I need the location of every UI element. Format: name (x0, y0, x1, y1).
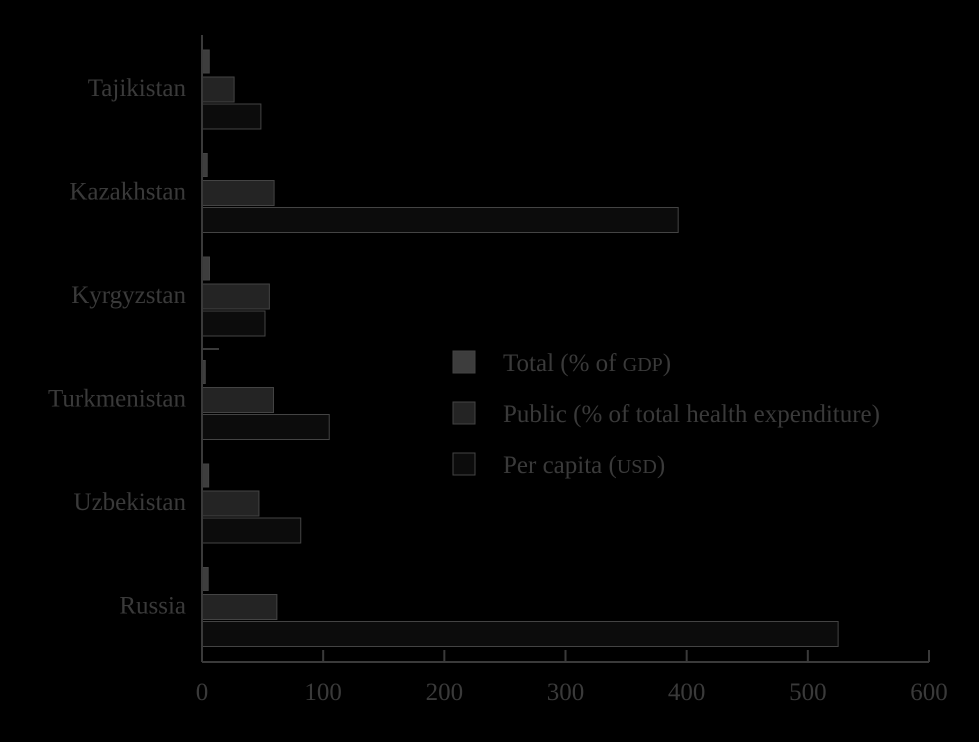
x-tick-label: 600 (910, 679, 948, 706)
legend: Total (% of GDP) Public (% of total healt… (452, 350, 880, 479)
category-label: Kyrgyzstan (71, 282, 186, 309)
legend-label-text: Per capita ( (503, 452, 617, 479)
legend-label-2: Public (% of total health expenditure) (503, 401, 880, 428)
legend-label-3: Per capita (USD) (503, 452, 665, 479)
bar-kyrgyzstan-series-2 (201, 283, 270, 310)
axis-layer: 0 100 200 300 400 500 600 (196, 35, 948, 706)
x-tick-label: 500 (789, 679, 827, 706)
bar-tajikistan-series-1 (201, 49, 210, 74)
bars-layer (201, 49, 839, 647)
bar-kazakhstan-series-3 (201, 207, 679, 233)
category-label: Tajikistan (88, 75, 187, 102)
category-label: Turkmenistan (48, 386, 186, 413)
bar-turkmenistan-series-3 (201, 414, 330, 440)
bar-kazakhstan-series-2 (201, 180, 275, 206)
legend-swatch-1 (452, 350, 476, 374)
bar-kyrgyzstan-series-1 (201, 256, 211, 281)
legend-label-1: Total (% of GDP) (503, 350, 671, 377)
legend-label-text: Total (% of (503, 350, 623, 377)
category-label: Kazakhstan (69, 179, 186, 206)
category-label: Russia (119, 593, 186, 620)
bar-kyrgyzstan-series-3 (201, 310, 266, 337)
bar-russia-series-2 (201, 594, 278, 620)
x-tick-label: 100 (304, 679, 342, 706)
legend-label-abbrev: USD (617, 456, 657, 478)
legend-swatch-2 (452, 401, 476, 425)
x-tick-label: 300 (547, 679, 585, 706)
x-tick-label: 200 (426, 679, 464, 706)
category-label: Uzbekistan (74, 489, 187, 516)
labels-layer: Tajikistan Kazakhstan Kyrgyzstan Turkmenist… (48, 75, 186, 620)
x-tick-label: 0 (196, 679, 209, 706)
bar-uzbekistan-series-3 (201, 517, 302, 544)
legend-label-text: Public (% of total health expenditure) (503, 401, 880, 428)
legend-label-suffix: ) (663, 350, 671, 377)
bar-uzbekistan-series-2 (201, 490, 260, 517)
x-tick-label: 400 (668, 679, 706, 706)
legend-swatch-3 (452, 452, 476, 476)
bar-tajikistan-series-3 (201, 103, 262, 130)
legend-label-suffix: ) (657, 452, 665, 479)
bar-tajikistan-series-2 (201, 76, 235, 103)
bar-turkmenistan-series-2 (201, 387, 274, 413)
bar-russia-series-3 (201, 621, 839, 647)
legend-label-abbrev: GDP (623, 354, 663, 376)
